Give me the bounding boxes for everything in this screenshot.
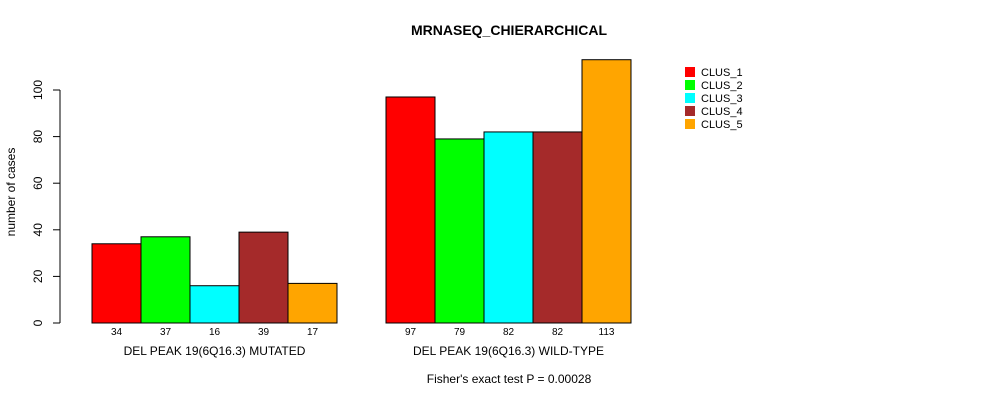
- bars: [91, 59, 632, 324]
- group-label-1: DEL PEAK 19(6Q16.3) MUTATED: [124, 344, 306, 358]
- fisher-test-note: Fisher's exact test P = 0.00028: [427, 372, 592, 386]
- y-axis-title: number of cases: [4, 148, 18, 237]
- chart-title: MRNASEQ_CHIERARCHICAL: [411, 22, 607, 38]
- bar-clus_2-group-2: [434, 138, 485, 324]
- bar-clus_5-group-2: [581, 59, 632, 324]
- y-axis: 0 20 40 60 80 100: [31, 80, 61, 326]
- y-tick-label: 80: [31, 130, 45, 144]
- legend-label-clus_1: CLUS_1: [701, 67, 743, 79]
- y-tick-label: 40: [31, 223, 45, 237]
- y-tick-label: 20: [31, 269, 45, 283]
- bar-clus_1-group-1: [91, 243, 142, 324]
- legend-swatch-clus_4: [685, 106, 695, 116]
- bar-value-label: 37: [160, 327, 172, 338]
- group-labels: DEL PEAK 19(6Q16.3) MUTATED DEL PEAK 19(6…: [124, 344, 604, 358]
- bar-clus_4-group-1: [238, 231, 289, 324]
- bar-clus_3-group-1: [189, 285, 240, 324]
- legend-swatch-clus_3: [685, 93, 695, 103]
- legend-label-clus_4: CLUS_4: [701, 106, 743, 118]
- group-label-2: DEL PEAK 19(6Q16.3) WILD-TYPE: [413, 344, 604, 358]
- bar-value-label: 16: [209, 327, 221, 338]
- bar-clus_2-group-1: [140, 236, 191, 324]
- bar-clus_4-group-2: [532, 131, 583, 324]
- bar-clus_3-group-2: [483, 131, 534, 324]
- bar-clus_1-group-2: [385, 96, 436, 324]
- bar-value-label: 82: [503, 327, 515, 338]
- y-tick-label: 0: [31, 319, 45, 326]
- legend-label-clus_3: CLUS_3: [701, 93, 743, 105]
- bar-value-labels: 34 37 16 39 17 97 79 82 82 113: [111, 327, 615, 338]
- bar-value-label: 97: [405, 327, 417, 338]
- bar-value-label: 17: [307, 327, 319, 338]
- bar-value-label: 82: [552, 327, 564, 338]
- legend-label-clus_5: CLUS_5: [701, 119, 743, 131]
- y-tick-label: 60: [31, 176, 45, 190]
- bar-value-label: 39: [258, 327, 270, 338]
- legend-label-clus_2: CLUS_2: [701, 80, 743, 92]
- bar-value-label: 79: [454, 327, 466, 338]
- bar-value-label: 113: [599, 327, 615, 338]
- bar-value-label: 34: [111, 327, 123, 338]
- bar-clus_5-group-1: [287, 282, 338, 324]
- legend-swatch-clus_1: [685, 67, 695, 77]
- legend-swatch-clus_2: [685, 80, 695, 90]
- legend-swatch-clus_5: [685, 119, 695, 129]
- y-tick-label: 100: [31, 80, 45, 100]
